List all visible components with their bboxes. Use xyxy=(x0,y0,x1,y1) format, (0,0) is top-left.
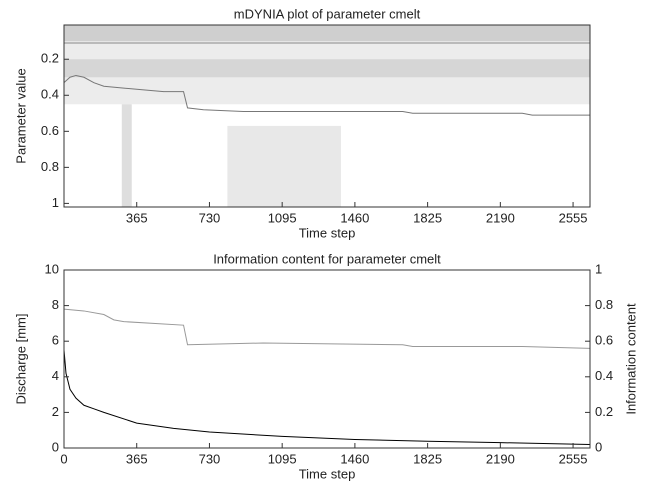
y2-tick-label: 0 xyxy=(595,439,602,454)
y-tick-label: 8 xyxy=(52,297,59,312)
axes-frame xyxy=(63,24,591,208)
x-tick-label: 1825 xyxy=(413,451,442,466)
x-tick-label: 2190 xyxy=(486,451,515,466)
x-tick-label: 1095 xyxy=(268,451,297,466)
y2-tick-label: 0.8 xyxy=(595,297,613,312)
plot-area xyxy=(64,270,590,448)
x-tick-label: 1825 xyxy=(413,210,442,225)
chart-title: mDYNIA plot of parameter cmelt xyxy=(234,6,421,21)
x-tick-label: 730 xyxy=(199,210,221,225)
x-tick-label: 1460 xyxy=(340,451,369,466)
y-tick-label: 0.4 xyxy=(41,87,59,102)
y-tick-label: 0 xyxy=(52,439,59,454)
y-axis-label: Discharge [mm] xyxy=(13,313,28,404)
y2-tick-label: 1 xyxy=(595,261,602,276)
x-tick-label: 1095 xyxy=(268,210,297,225)
shaded-region xyxy=(64,25,590,42)
shaded-region xyxy=(227,125,341,207)
x-tick-label: 730 xyxy=(199,451,221,466)
y-tick-label: 0.8 xyxy=(41,159,59,174)
data-line xyxy=(63,74,590,116)
y-tick-label: 0.2 xyxy=(41,51,59,66)
data-line xyxy=(63,308,591,349)
x-tick-label: 1460 xyxy=(340,210,369,225)
y2-tick-label: 0.4 xyxy=(595,368,613,383)
x-axis-label: Time step xyxy=(299,225,356,240)
chart-title: Information content for parameter cmelt xyxy=(213,251,441,266)
x-tick-label: 2555 xyxy=(559,451,588,466)
y-tick-label: 0.6 xyxy=(41,123,59,138)
shaded-region xyxy=(64,59,590,78)
x-axis-label: Time step xyxy=(299,466,356,481)
y-tick-label: 4 xyxy=(52,368,59,383)
y-tick-label: 10 xyxy=(45,261,59,276)
y2-tick-label: 0.6 xyxy=(595,333,613,348)
y2-tick-label: 0.2 xyxy=(595,404,613,419)
x-tick-label: 0 xyxy=(60,451,67,466)
x-tick-label: 365 xyxy=(126,451,148,466)
x-tick-label: 2555 xyxy=(559,210,588,225)
y-tick-label: 1 xyxy=(52,195,59,210)
data-line xyxy=(63,350,591,445)
y-tick-label: 6 xyxy=(52,333,59,348)
y-axis-label: Parameter value xyxy=(13,68,28,163)
y-tick-label: 2 xyxy=(52,404,59,419)
axes-frame xyxy=(63,269,591,449)
shaded-region xyxy=(121,104,132,207)
y2-axis-label: Information content xyxy=(623,303,638,415)
x-tick-label: 365 xyxy=(126,210,148,225)
x-tick-label: 2190 xyxy=(486,210,515,225)
